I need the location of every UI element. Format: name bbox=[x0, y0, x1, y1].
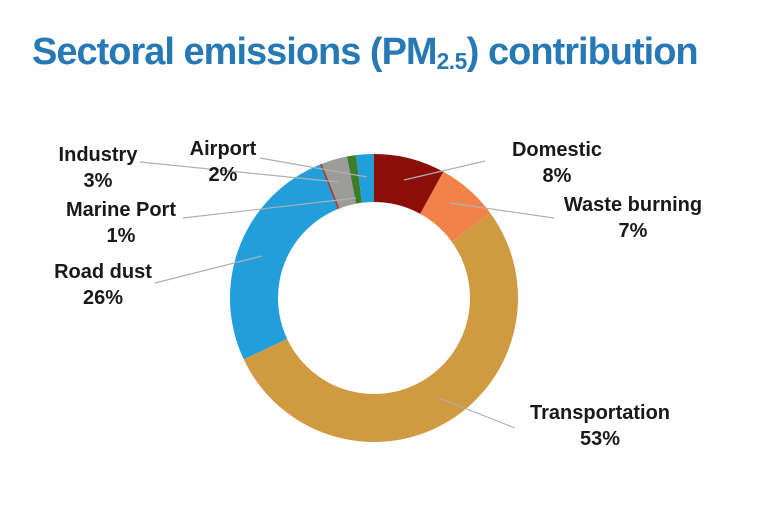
leader-line-waste-burning bbox=[449, 202, 555, 219]
segment-industry bbox=[320, 156, 357, 209]
chart-title-suffix: ) contribution bbox=[466, 31, 699, 73]
leader-line-transportation bbox=[438, 397, 516, 429]
segment-domestic bbox=[374, 154, 444, 214]
segment-divider-line bbox=[320, 163, 340, 210]
segment-airport bbox=[355, 154, 374, 203]
leader-line-airport bbox=[259, 157, 368, 178]
segment-marine-port bbox=[347, 155, 362, 204]
leader-line-industry bbox=[139, 161, 339, 183]
segment-road-dust bbox=[229, 164, 339, 360]
segment-waste-burning bbox=[420, 171, 491, 242]
leader-line-road-dust bbox=[154, 255, 263, 284]
segment-transportation bbox=[243, 213, 518, 442]
chart-title: Sectoral emissions (PM2.5) contribution bbox=[32, 30, 699, 75]
chart-title-subscript: 2.5 bbox=[436, 48, 468, 75]
chart-title-prefix: Sectoral emissions (PM bbox=[32, 31, 438, 73]
leader-line-marine-port bbox=[182, 197, 357, 219]
leader-line-domestic bbox=[403, 160, 486, 181]
